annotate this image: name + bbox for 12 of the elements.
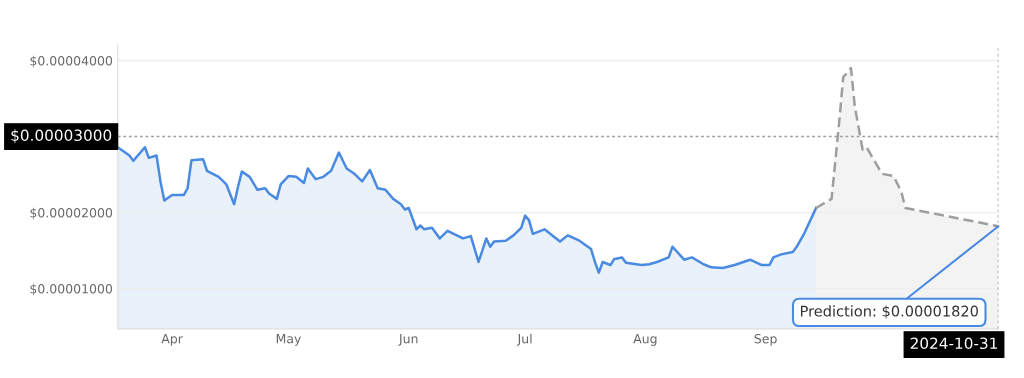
x-tick-label: Jun xyxy=(398,334,418,346)
annotation: Prediction: $0.00001820 xyxy=(800,305,978,319)
x-tick-label: Aug xyxy=(633,334,657,346)
x-tick-label: May xyxy=(276,334,302,346)
y-tick-label: $0.00004000 xyxy=(30,55,113,68)
y-tick-label: $0.00001000 xyxy=(30,283,113,296)
x-tick-label: Jul xyxy=(516,333,532,346)
ref-line-label: $0.00003000 xyxy=(11,129,112,144)
x-tick-label: Apr xyxy=(161,334,183,346)
ref-line-label: 2024-10-31 xyxy=(910,337,997,350)
y-tick-label: $0.00002000 xyxy=(30,207,113,220)
x-tick-label: Sep xyxy=(754,333,777,346)
